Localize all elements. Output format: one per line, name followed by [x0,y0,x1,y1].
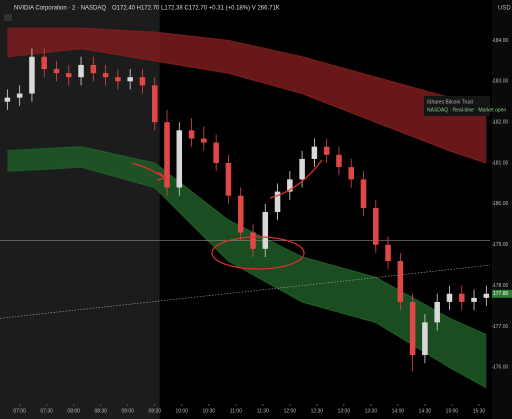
band-edge [7,27,487,107]
candle-body [483,293,490,298]
x-tick-label: 08:30 [94,408,107,414]
band-fill [7,28,487,164]
price-axis [492,0,512,419]
x-tick-label: 07:00 [13,408,26,414]
candle-body [311,146,318,159]
info-box [424,96,490,116]
x-tick-label: 09:30 [148,408,161,414]
candle-body [348,167,354,180]
x-tick-label: 12:30 [311,408,324,414]
x-tick-label: 07:30 [40,408,53,414]
candle-body [41,56,47,70]
y-tick-label: 177.00 [493,324,509,330]
candle-body [422,322,428,356]
band-edge [7,47,487,164]
candle-body [274,191,281,213]
info-title: iShares Bitcoin Trust [427,99,473,105]
candle-body [127,77,133,82]
candle-body [201,138,207,143]
candle-body [458,293,465,302]
candle-body [323,146,330,155]
band-edge [7,166,487,389]
candle-body [176,130,183,188]
x-tick-label: 14:30 [419,408,432,414]
candle-body [66,73,72,78]
y-tick-label: 179.00 [493,242,509,248]
candle-body [385,244,391,262]
annotation-arrow [131,162,166,179]
x-tick-label: 09:00 [121,408,134,414]
x-tick-label: 11:30 [257,408,269,414]
candle-body [250,232,256,249]
candle-body [139,77,146,86]
candle-body [78,64,84,78]
x-tick-label: 11:00 [230,408,242,414]
candle-body [336,154,342,168]
last-price-label: 177.80 [493,291,509,297]
x-tick-label: 13:30 [365,408,378,414]
annotation-arrowhead [156,171,168,181]
candle-body [225,163,232,196]
y-tick-label: 176.00 [493,365,509,371]
candle-body [164,122,170,188]
y-tick-label: 180.00 [493,201,509,207]
x-tick-label: 12:00 [284,408,297,414]
candle-body [16,93,23,98]
premarket-shade [0,0,160,419]
y-tick-label: 182.00 [493,119,509,125]
candle-body [4,97,11,102]
currency-label: USD [498,6,511,12]
y-tick-label: 181.00 [493,160,509,166]
candle-body [397,261,404,302]
candle-body [90,64,97,74]
candle-body [53,69,60,74]
x-tick-label: 13:00 [338,408,351,414]
candle-body [262,212,269,249]
annotation-stroke [269,159,323,199]
ohlc-readout: O172.40 H172.70 L172.38 C172.70 +0.31 (+… [112,6,280,12]
x-tick-label: 15:30 [473,408,486,414]
candle-body [102,73,109,78]
annotation-circle [211,236,305,270]
chart-title: NVIDIA Corporation · 2 · NASDAQ [14,6,106,12]
x-tick-label: 10:30 [203,408,216,414]
x-tick-label: 10:00 [175,408,188,414]
candle-body [373,207,379,245]
candle-body [299,158,305,180]
band-fill [7,146,487,388]
candle-body [115,77,121,82]
info-subtitle: NASDAQ · Real-time · Market open [427,107,506,113]
candle-body [409,301,416,356]
last-price-marker [492,289,512,298]
candle-body [434,301,440,323]
candle-body [237,195,244,233]
x-tick-label: 15:00 [446,408,459,414]
candle-body [213,142,219,164]
candle-body [360,179,367,208]
candle-body [287,179,293,192]
x-tick-label: 08:00 [67,408,80,414]
y-tick-label: 183.00 [493,79,509,85]
x-tick-label: 14:00 [392,408,405,414]
candle-body [151,85,158,123]
y-tick-label: 184.00 [493,38,509,44]
candle-body [471,297,477,302]
y-tick-label: 178.00 [493,283,509,289]
candle-body [188,130,195,139]
candle-body [29,56,35,94]
trend-line [0,264,491,319]
candle-body [446,293,453,302]
indicator-badge [4,14,12,21]
